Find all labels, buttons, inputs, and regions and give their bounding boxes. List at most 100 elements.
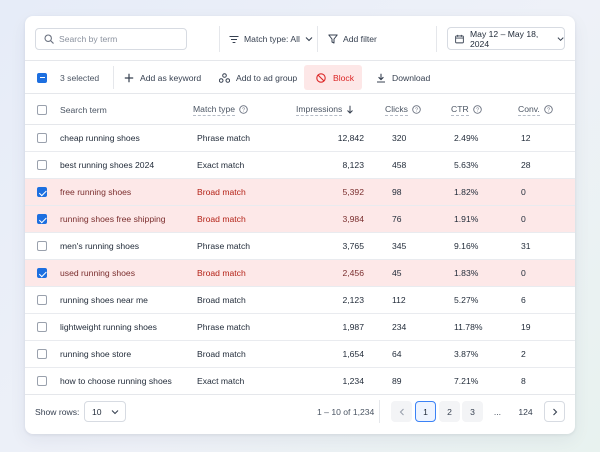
row-checkbox[interactable] [37,295,47,305]
select-all-indeterminate-checkbox[interactable] [37,72,47,83]
impressions-cell: 1,987 [342,322,364,332]
date-range-label: May 12 – May 18, 2024 [470,28,539,49]
ctr-cell: 2.49% [454,133,479,143]
add-as-keyword-label: Add as keyword [140,72,202,83]
match-type-cell: Broad match [197,187,246,197]
search-term-cell: running shoe store [60,349,132,359]
calendar-icon [455,34,464,43]
search-term-cell: free running shoes [60,187,132,197]
match-type-label: Match type: All [244,34,300,44]
table-row[interactable]: cheap running shoes Phrase match 12,842 … [25,125,575,152]
ctr-cell: 1.82% [454,187,479,197]
row-checkbox[interactable] [37,133,47,143]
match-type-filter[interactable]: Match type: All [229,28,313,50]
conversions-cell: 8 [521,376,526,386]
page-button-3[interactable]: 3 [462,401,483,422]
row-checkbox-checked[interactable] [37,214,47,224]
conversions-cell: 0 [521,268,526,278]
conversions-cell: 0 [521,214,526,224]
previous-page-button[interactable] [391,401,412,422]
column-impressions[interactable]: Impressions [296,94,354,125]
row-checkbox-checked[interactable] [37,268,47,278]
search-term-cell: best running shoes 2024 [60,160,155,170]
impressions-cell: 2,123 [342,295,364,305]
conversions-cell: 6 [521,295,526,305]
help-icon[interactable]: ? [412,105,421,114]
download-button[interactable]: Download [376,61,430,94]
help-icon[interactable]: ? [239,105,248,114]
row-checkbox[interactable] [37,160,47,170]
table-row[interactable]: how to choose running shoes Exact match … [25,368,575,395]
sort-descending-icon[interactable] [346,105,354,114]
column-conversions[interactable]: Conv. ? [518,94,553,125]
search-term-cell: lightweight running shoes [60,322,157,332]
match-type-cell: Broad match [197,268,246,278]
add-filter-button[interactable]: Add filter [328,28,377,50]
table-footer: Show rows: 10 1 – 10 of 1,234 1 2 3 ... … [25,394,575,434]
next-page-button[interactable] [544,401,565,422]
table-row-selected[interactable]: running shoes free shipping Broad match … [25,206,575,233]
selected-count: 3 selected [60,72,100,83]
help-icon[interactable]: ? [472,105,482,114]
page-button-1[interactable]: 1 [415,401,436,422]
column-search-term[interactable]: Search term [60,104,107,115]
impressions-cell: 8,123 [342,160,364,170]
date-range-picker[interactable]: May 12 – May 18, 2024 [447,27,565,50]
row-checkbox[interactable] [37,376,47,386]
page-button-last[interactable]: 124 [518,406,533,417]
match-type-cell: Phrase match [197,322,251,332]
column-match-type[interactable]: Match type ? [193,94,248,125]
clicks-cell: 345 [392,241,407,251]
help-icon[interactable]: ? [544,105,553,114]
block-icon [316,72,326,83]
column-clicks[interactable]: Clicks ? [385,94,421,125]
table-row[interactable]: best running shoes 2024 Exact match 8,12… [25,152,575,179]
table-row-selected[interactable]: free running shoes Broad match 5,392 98 … [25,179,575,206]
funnel-icon [328,34,338,44]
ad-group-icon [219,72,230,83]
pagination-range: 1 – 10 of 1,234 [317,407,375,417]
clicks-cell: 234 [392,322,407,332]
match-type-cell: Broad match [197,214,246,224]
search-term-cell: men's running shoes [60,241,140,251]
rows-per-page-select[interactable]: 10 [84,401,126,422]
impressions-cell: 2,456 [342,268,364,278]
row-checkbox[interactable] [37,349,47,359]
toolbar-divider [436,26,437,52]
block-button[interactable]: Block [304,65,362,90]
table-row-selected[interactable]: used running shoes Broad match 2,456 45 … [25,260,575,287]
column-ctr[interactable]: CTR ? [451,94,482,125]
clicks-cell: 98 [392,187,402,197]
row-checkbox-checked[interactable] [37,187,47,197]
search-term-cell: running shoes free shipping [60,214,166,224]
search-input[interactable] [59,34,179,44]
svg-text:?: ? [476,107,479,113]
add-to-ad-group-label: Add to ad group [236,72,298,83]
conversions-cell: 0 [521,187,526,197]
select-all-checkbox[interactable] [37,104,47,115]
page-button-2[interactable]: 2 [439,401,460,422]
add-to-ad-group-button[interactable]: Add to ad group [219,61,297,94]
table-row[interactable]: lightweight running shoes Phrase match 1… [25,314,575,341]
pagination-divider [379,400,380,423]
impressions-cell: 1,654 [342,349,364,359]
table-row[interactable]: running shoes near me Broad match 2,123 … [25,287,575,314]
row-checkbox[interactable] [37,322,47,332]
conversions-cell: 28 [521,160,531,170]
impressions-cell: 3,765 [342,241,364,251]
table-row[interactable]: men's running shoes Phrase match 3,765 3… [25,233,575,260]
plus-icon [124,73,134,82]
search-box[interactable] [35,28,187,50]
add-as-keyword-button[interactable]: Add as keyword [124,61,201,94]
clicks-cell: 76 [392,214,402,224]
search-term-cell: how to choose running shoes [60,376,172,386]
table-row[interactable]: running shoe store Broad match 1,654 64 … [25,341,575,368]
clicks-cell: 112 [392,295,406,305]
ctr-cell: 7.21% [454,376,479,386]
clicks-cell: 45 [392,268,402,278]
match-type-cell: Phrase match [197,133,251,143]
add-filter-label: Add filter [343,34,377,44]
toolbar-divider [219,26,220,52]
row-checkbox[interactable] [37,241,47,251]
svg-text:?: ? [415,107,418,113]
